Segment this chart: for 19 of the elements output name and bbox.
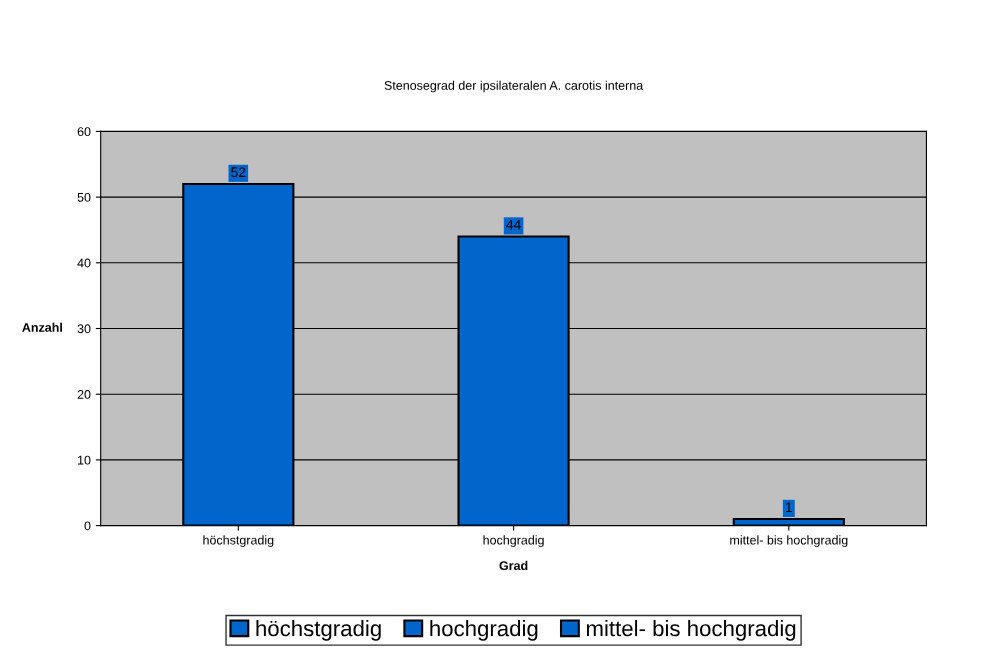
data-label: 1 <box>786 502 792 512</box>
x-tick-label: mittel- bis hochgradig <box>730 535 848 547</box>
legend-label: mittel- bis hochgradig <box>586 620 796 641</box>
y-tick-label: 40 <box>77 258 91 268</box>
legend-label: hochgradig <box>430 620 538 641</box>
x-tick-label: höchstgradig <box>203 535 274 547</box>
y-tick-label: 0 <box>84 521 91 531</box>
y-tick-label: 10 <box>78 455 91 465</box>
y-tick-label: 20 <box>77 390 91 399</box>
data-label: 44 <box>506 219 521 230</box>
y-tick-label: 60 <box>77 127 91 137</box>
y-tick-label: 30 <box>77 324 91 334</box>
chart-title: Stenosegrad der ipsilateralen A. carotis interna <box>384 80 644 93</box>
x-axis-title: Grad <box>499 560 528 571</box>
legend-label: höchstgradig <box>256 620 381 641</box>
data-label: 52 <box>231 167 246 178</box>
y-axis-title: Anzahl <box>22 322 62 332</box>
y-tick-label: 50 <box>77 192 91 202</box>
x-tick-label: hochgradig <box>483 535 544 547</box>
